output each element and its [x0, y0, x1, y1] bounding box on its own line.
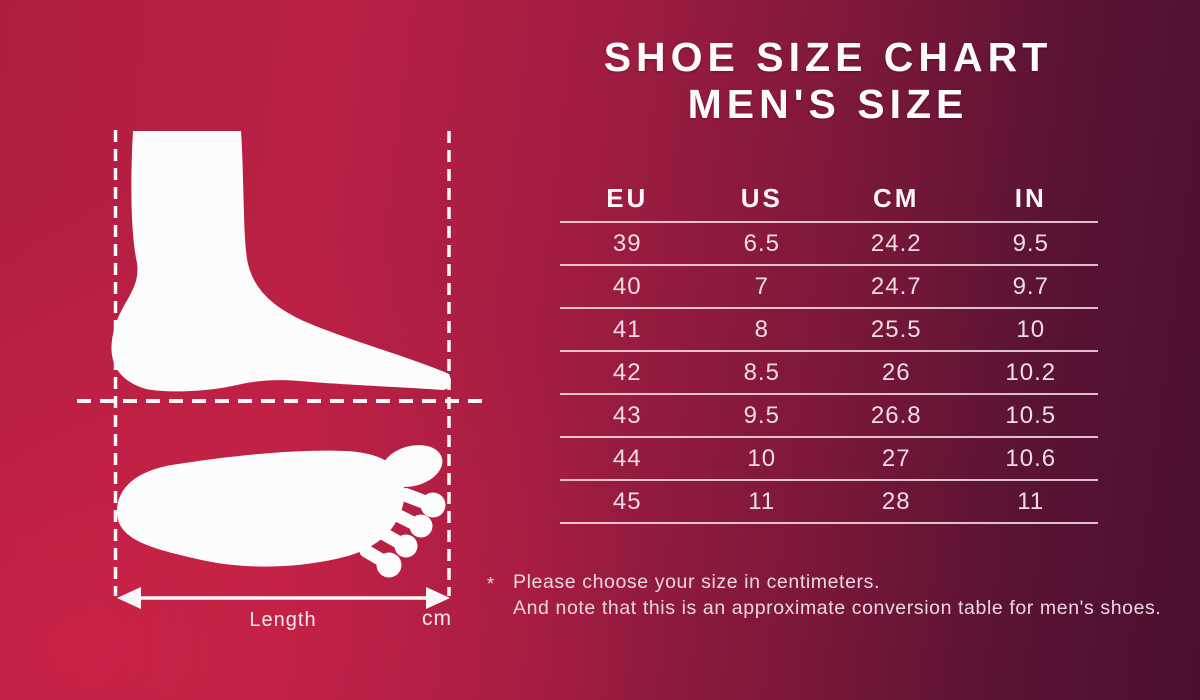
table-cell: 44	[560, 436, 695, 480]
foot-side-silhouette	[111, 131, 451, 392]
table-row: 41 8 25.5 10	[560, 307, 1098, 351]
table-cell: 39	[560, 221, 695, 265]
table-cell: 25.5	[829, 307, 964, 351]
table-cell: 10.5	[963, 393, 1098, 437]
column-header-in: IN	[1014, 183, 1047, 213]
table-cell: 6.5	[694, 221, 829, 265]
arrowhead-left	[117, 587, 141, 609]
big-toe	[381, 445, 443, 487]
length-arrow	[117, 587, 450, 609]
table-cell: 10.6	[963, 436, 1098, 480]
column-header-eu: EU	[606, 183, 649, 213]
table-cell: 10.2	[963, 350, 1098, 394]
size-conversion-table: EU US CM IN 39 6.5 24.2 9.5 40 7 24.7 9.7 41 8 25.5 10…	[560, 176, 1098, 524]
cm-unit-label: cm	[422, 607, 452, 630]
table-cell: 24.7	[829, 264, 964, 308]
table-cell: 11	[694, 479, 829, 524]
table-row: 43 9.5 26.8 10.5	[560, 393, 1098, 437]
table-cell: 26.8	[829, 393, 964, 437]
footnote-asterisk: *	[487, 574, 495, 594]
table-row: 40 7 24.7 9.7	[560, 264, 1098, 308]
footnote-line1: Please choose your size in centimeters.	[513, 571, 880, 593]
table-row: 42 8.5 26 10.2	[560, 350, 1098, 394]
table-cell: 10	[963, 307, 1098, 351]
footnote: * Please choose your size in centimeters…	[487, 569, 1199, 621]
table-cell: 43	[560, 393, 695, 437]
table-cell: 8	[694, 307, 829, 351]
table-cell: 8.5	[694, 350, 829, 394]
column-header-cm: CM	[873, 183, 920, 213]
footprint-silhouette	[116, 445, 446, 578]
table-cell: 9.5	[963, 221, 1098, 265]
page-title-line1: SHOE SIZE CHART	[603, 34, 1053, 80]
table-cell: 45	[560, 479, 695, 524]
table-row: 39 6.5 24.2 9.5	[560, 221, 1098, 265]
table-row: 44 10 27 10.6	[560, 436, 1098, 480]
table-cell: 9.7	[963, 264, 1098, 308]
table-cell: 9.5	[694, 393, 829, 437]
table-cell: 41	[560, 307, 695, 351]
table-cell: 11	[963, 479, 1098, 524]
table-cell: 27	[829, 436, 964, 480]
table-cell: 26	[829, 350, 964, 394]
arrowhead-right	[426, 587, 450, 609]
table-cell: 40	[560, 264, 695, 308]
table-cell: 24.2	[829, 221, 964, 265]
length-label: Length	[249, 609, 317, 631]
table-cell: 42	[560, 350, 695, 394]
footnote-line2: And note that this is an approximate con…	[513, 597, 1162, 619]
table-cell: 7	[694, 264, 829, 308]
size-table-header: EU US CM IN	[560, 176, 1098, 222]
table-cell: 28	[829, 479, 964, 524]
table-row: 45 11 28 11	[560, 479, 1098, 524]
table-cell: 10	[694, 436, 829, 480]
column-header-us: US	[740, 183, 783, 213]
page-title-line2: MEN'S SIZE	[687, 81, 969, 127]
